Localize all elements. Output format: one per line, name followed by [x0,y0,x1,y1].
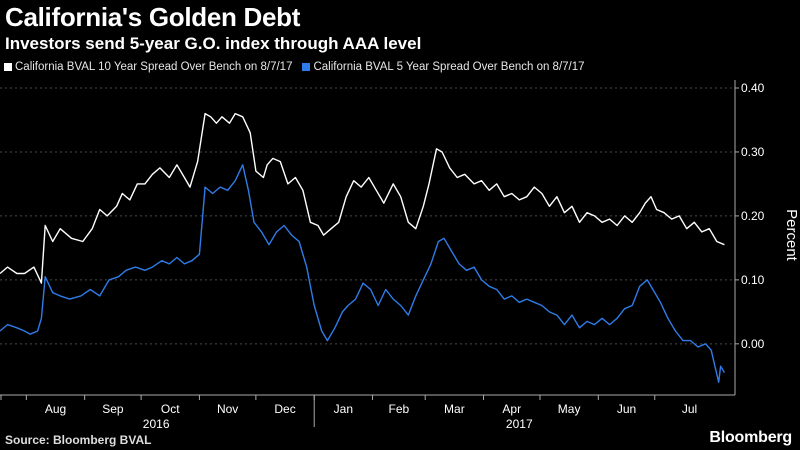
series-line-10y [0,112,725,284]
x-tick-label: Jun [617,402,636,416]
y-tick-label: 0.30 [741,145,765,159]
y-tick-label: 0.00 [741,337,765,351]
x-tick-label: Mar [444,402,465,416]
y-tick-label: 0.20 [741,209,765,223]
y-axis-label: Percent [783,209,800,262]
legend-item-10y: California BVAL 10 Year Spread Over Benc… [4,61,292,73]
x-tick-label: Sep [102,402,124,416]
y-tick-label: 0.10 [741,273,765,287]
x-tick-label: Jul [682,402,697,416]
x-tick-label: Oct [161,402,180,416]
legend-label-10y: California BVAL 10 Year Spread Over Benc… [15,61,293,73]
bloomberg-logo: Bloomberg [709,429,792,446]
x-tick-label: Nov [217,402,238,416]
legend: California BVAL 10 Year Spread Over Benc… [4,61,585,73]
legend-swatch-10y [4,63,12,71]
x-tick-label: Jan [334,402,353,416]
legend-label-5y: California BVAL 5 Year Spread Over Bench… [313,61,585,73]
x-tick-label: Feb [389,402,410,416]
x-tick-label: May [558,402,581,416]
legend-item-5y: California BVAL 5 Year Spread Over Bench… [302,61,585,73]
x-tick-label: Aug [45,402,66,416]
year-label: 2016 [143,417,170,431]
legend-swatch-5y [302,63,311,71]
year-label: 2017 [506,417,533,431]
x-tick-label: Dec [274,402,295,416]
chart-subtitle: Investors send 5-year G.O. index through… [5,34,422,53]
source-note: Source: Bloomberg BVAL [5,433,152,447]
x-tick-label: Apr [502,402,521,416]
y-tick-label: 0.40 [741,81,765,95]
chart-title: California's Golden Debt [5,2,301,32]
series-line-5y [0,164,726,383]
